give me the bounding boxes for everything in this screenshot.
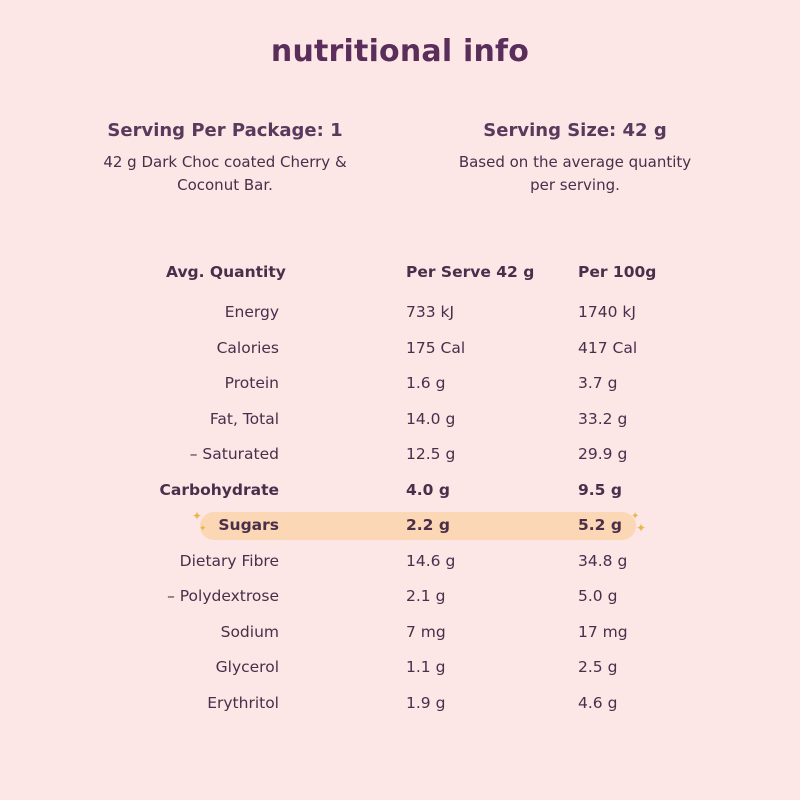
product-description-line: 42 g Dark Choc coated Cherry & [103,153,347,171]
nutrient-label: – Polydextrose [167,587,279,605]
nutrition-table-header: Avg. Quantity Per Serve 42 g Per 100g [0,255,800,295]
nutrient-label: Dietary Fibre [179,551,279,570]
per-100g-value: 4.6 g [578,693,618,712]
nutrition-row-polydextrose: – Polydextrose 2.1 g 5.0 g [0,579,800,615]
nutrient-label: Sodium [220,622,279,641]
nutrient-label: Sugars [218,516,279,534]
nutrient-label: – Saturated [189,445,279,463]
nutrition-row-glycerol: Glycerol 1.1 g 2.5 g [0,650,800,686]
per-serve-value: 175 Cal [406,338,466,357]
header-per-100g: Per 100g [578,263,657,281]
per-100g-value: 5.2 g [578,516,622,534]
nutrient-label: Calories [216,338,279,357]
serving-per-package-heading: Serving Per Package: 1 [107,120,343,141]
per-serve-value: 2.2 g [406,516,450,534]
per-100g-value: 29.9 g [578,445,628,463]
nutrient-label: Protein [224,374,279,392]
per-serve-value: 1.1 g [406,658,446,676]
per-100g-value: 3.7 g [578,374,618,392]
sugars-highlight [200,512,636,540]
per-serve-value: 7 mg [406,622,446,641]
header-avg-quantity: Avg. Quantity [166,263,286,281]
page-title: nutritional info [270,34,530,69]
sparkle-icon: ✦ [631,511,640,522]
product-description: 42 g Dark Choc coated Cherry & Coconut B… [55,151,395,197]
sparkle-icon: ✦ [192,509,203,523]
serving-size-description-line: Based on the average quantity [458,153,692,171]
product-description-line: Coconut Bar. [177,176,273,194]
per-100g-value: 2.5 g [578,658,618,676]
nutrient-label: Erythritol [207,693,279,712]
nutrient-label: Carbohydrate [159,480,279,499]
nutrition-row-carbohydrate: Carbohydrate 4.0 g 9.5 g [0,473,800,509]
nutrition-row-saturated: – Saturated 12.5 g 29.9 g [0,437,800,473]
per-serve-value: 1.6 g [406,374,446,392]
per-serve-value: 2.1 g [406,587,446,605]
per-100g-value: 5.0 g [578,587,618,605]
nutrition-row-dietary-fibre: Dietary Fibre 14.6 g 34.8 g [0,544,800,580]
per-100g-value: 9.5 g [578,480,622,499]
nutrition-row-erythritol: Erythritol 1.9 g 4.6 g [0,686,800,722]
nutrition-row-protein: Protein 1.6 g 3.7 g [0,366,800,402]
per-100g-value: 33.2 g [578,409,628,428]
per-100g-value: 1740 kJ [578,303,636,321]
per-100g-value: 17 mg [578,622,628,641]
per-100g-value: 34.8 g [578,551,628,570]
sparkle-icon: ✦ [636,521,647,535]
nutrition-row-calories: Calories 175 Cal 417 Cal [0,331,800,367]
nutrient-label: Fat, Total [209,409,279,428]
nutrition-row-sugars: ✦ ✦ ✦ ✦ Sugars 2.2 g 5.2 g [0,508,800,544]
nutrition-row-fat-total: Fat, Total 14.0 g 33.2 g [0,402,800,438]
per-serve-value: 1.9 g [406,693,446,712]
serving-per-package: Serving Per Package: 1 42 g Dark Choc co… [55,120,395,197]
serving-size: Serving Size: 42 g Based on the average … [405,120,745,197]
header-per-serve: Per Serve 42 g [406,263,535,281]
per-serve-value: 14.0 g [406,409,456,428]
sparkle-icon: ✦ [199,524,207,534]
per-serve-value: 12.5 g [406,445,456,463]
serving-size-heading: Serving Size: 42 g [483,120,667,141]
per-serve-value: 14.6 g [406,551,456,570]
per-serve-value: 4.0 g [406,480,450,499]
nutrient-label: Glycerol [215,658,279,676]
per-serve-value: 733 kJ [406,303,455,321]
nutrition-row-sodium: Sodium 7 mg 17 mg [0,615,800,651]
nutrient-label: Energy [224,303,279,321]
per-100g-value: 417 Cal [578,338,638,357]
nutrition-row-energy: Energy 733 kJ 1740 kJ [0,295,800,331]
nutrition-table: Avg. Quantity Per Serve 42 g Per 100g En… [0,255,800,721]
serving-size-description-line: per serving. [530,176,620,194]
serving-size-description: Based on the average quantity per servin… [405,151,745,197]
